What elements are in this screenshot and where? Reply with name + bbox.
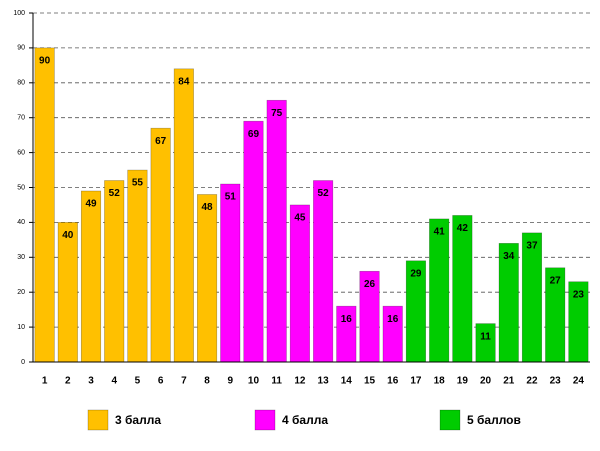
bar xyxy=(34,47,55,363)
x-tick-label: 13 xyxy=(318,376,330,387)
value-label: 52 xyxy=(109,188,121,199)
bar xyxy=(127,169,148,363)
x-tick-label: 8 xyxy=(204,376,210,387)
x-tick-label: 15 xyxy=(364,376,376,387)
value-label: 27 xyxy=(550,275,562,286)
value-label: 26 xyxy=(364,279,376,290)
x-tick-label: 23 xyxy=(550,376,562,387)
x-tick-label: 17 xyxy=(410,376,422,387)
x-tick-label: 2 xyxy=(65,376,71,387)
legend-swatch xyxy=(254,409,276,431)
legend-label: 3 балла xyxy=(115,413,161,427)
value-label: 16 xyxy=(387,314,399,325)
value-label: 23 xyxy=(573,289,585,300)
x-tick-label: 16 xyxy=(387,376,399,387)
y-tick-label: 30 xyxy=(17,254,25,261)
y-tick-label: 60 xyxy=(17,149,25,156)
bar xyxy=(266,99,287,363)
value-label: 52 xyxy=(318,188,330,199)
legend-swatch xyxy=(439,409,461,431)
value-label: 51 xyxy=(225,192,237,203)
x-tick-label: 14 xyxy=(341,376,353,387)
bar xyxy=(80,190,102,363)
value-label: 49 xyxy=(85,199,97,210)
y-tick-label: 80 xyxy=(17,80,25,87)
value-label: 75 xyxy=(271,108,283,119)
value-label: 37 xyxy=(526,241,538,252)
bar xyxy=(220,183,241,363)
y-tick-label: 20 xyxy=(17,289,25,296)
bar xyxy=(289,204,310,363)
value-label: 90 xyxy=(39,56,51,67)
x-tick-label: 7 xyxy=(181,376,187,387)
bar xyxy=(475,323,496,363)
x-tick-label: 1 xyxy=(42,376,48,387)
x-tick-label: 9 xyxy=(227,376,233,387)
value-label: 41 xyxy=(434,227,446,238)
y-tick-label: 100 xyxy=(13,10,25,17)
value-label: 45 xyxy=(294,213,306,224)
y-tick-label: 10 xyxy=(17,324,25,331)
value-label: 84 xyxy=(178,76,190,87)
value-label: 67 xyxy=(155,136,167,147)
x-tick-label: 18 xyxy=(434,376,446,387)
x-tick-label: 22 xyxy=(526,376,538,387)
bar xyxy=(243,120,264,363)
bar xyxy=(173,68,194,363)
bar xyxy=(104,180,125,363)
y-tick-label: 0 xyxy=(21,359,25,366)
value-label: 42 xyxy=(457,223,469,234)
value-label: 34 xyxy=(503,251,515,262)
x-tick-label: 24 xyxy=(573,376,585,387)
x-tick-label: 19 xyxy=(457,376,469,387)
legend-swatch xyxy=(87,409,109,431)
y-tick-label: 40 xyxy=(17,219,25,226)
value-label: 16 xyxy=(341,314,353,325)
x-tick-label: 21 xyxy=(503,376,515,387)
value-label: 11 xyxy=(480,331,491,342)
y-tick-label: 90 xyxy=(17,45,25,52)
x-tick-label: 5 xyxy=(135,376,141,387)
bar xyxy=(57,222,78,363)
x-tick-label: 12 xyxy=(294,376,306,387)
bar xyxy=(197,194,218,363)
bar xyxy=(521,232,543,363)
bar xyxy=(313,180,334,363)
value-label: 40 xyxy=(62,230,74,241)
legend-label: 5 баллов xyxy=(467,413,521,427)
x-tick-label: 4 xyxy=(111,376,117,387)
y-tick-label: 50 xyxy=(17,184,25,191)
x-tick-label: 11 xyxy=(271,376,282,387)
x-tick-label: 3 xyxy=(88,376,94,387)
legend-label: 4 балла xyxy=(282,413,328,427)
bar xyxy=(429,218,450,363)
value-label: 55 xyxy=(132,178,144,189)
value-label: 29 xyxy=(410,268,422,279)
value-label: 48 xyxy=(202,202,214,213)
y-tick-label: 70 xyxy=(17,115,25,122)
x-tick-label: 20 xyxy=(480,376,492,387)
value-label: 69 xyxy=(248,129,260,140)
x-tick-label: 10 xyxy=(248,376,260,387)
bar xyxy=(452,215,473,363)
bar xyxy=(150,127,171,363)
x-tick-label: 6 xyxy=(158,376,164,387)
